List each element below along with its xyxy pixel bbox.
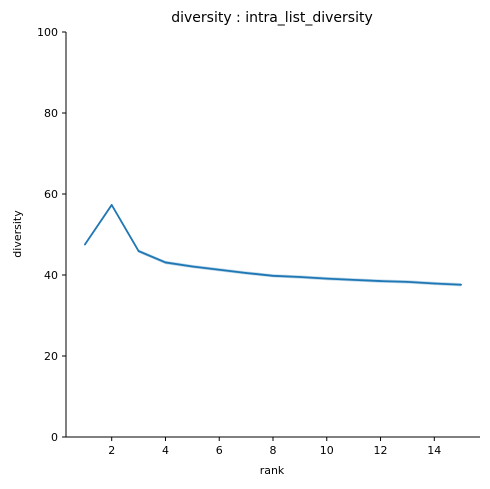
x-tick-label: 12 bbox=[374, 444, 388, 457]
y-tick-label: 60 bbox=[44, 188, 58, 201]
data-point bbox=[272, 275, 274, 277]
data-point bbox=[84, 243, 86, 246]
y-tick-label: 100 bbox=[37, 26, 58, 39]
y-axis-label: diversity bbox=[11, 210, 24, 258]
y-tick-label: 80 bbox=[44, 107, 58, 120]
data-point bbox=[110, 204, 113, 206]
x-axis-label: rank bbox=[260, 464, 285, 477]
data-point bbox=[218, 268, 221, 271]
data-point bbox=[191, 265, 194, 268]
confidence-band-layer bbox=[84, 203, 462, 287]
data-point bbox=[433, 282, 436, 285]
data-point bbox=[460, 283, 462, 286]
y-tick-label: 20 bbox=[44, 350, 58, 363]
data-point bbox=[379, 280, 382, 282]
y-tick-label: 40 bbox=[44, 269, 58, 282]
data-point bbox=[299, 276, 301, 278]
y-axis-ticks: 0 20 40 60 80 100 bbox=[37, 26, 66, 444]
series-line-layer bbox=[84, 204, 462, 286]
x-tick-label: 10 bbox=[320, 444, 334, 457]
y-tick-label: 0 bbox=[51, 431, 58, 444]
x-tick-label: 14 bbox=[427, 444, 441, 457]
data-point bbox=[406, 281, 409, 283]
x-tick-label: 2 bbox=[108, 444, 115, 457]
x-tick-label: 6 bbox=[216, 444, 223, 457]
data-point bbox=[352, 279, 355, 281]
x-tick-label: 4 bbox=[162, 444, 169, 457]
series-confidence-band bbox=[84, 203, 462, 287]
x-axis-ticks: 2 4 6 8 10 12 14 bbox=[108, 437, 441, 457]
data-point bbox=[245, 272, 247, 274]
data-point bbox=[164, 261, 167, 264]
data-point bbox=[325, 277, 328, 280]
data-point bbox=[137, 250, 140, 252]
chart-title: diversity : intra_list_diversity bbox=[171, 10, 373, 26]
x-tick-label: 8 bbox=[270, 444, 277, 457]
series-line bbox=[84, 204, 462, 286]
